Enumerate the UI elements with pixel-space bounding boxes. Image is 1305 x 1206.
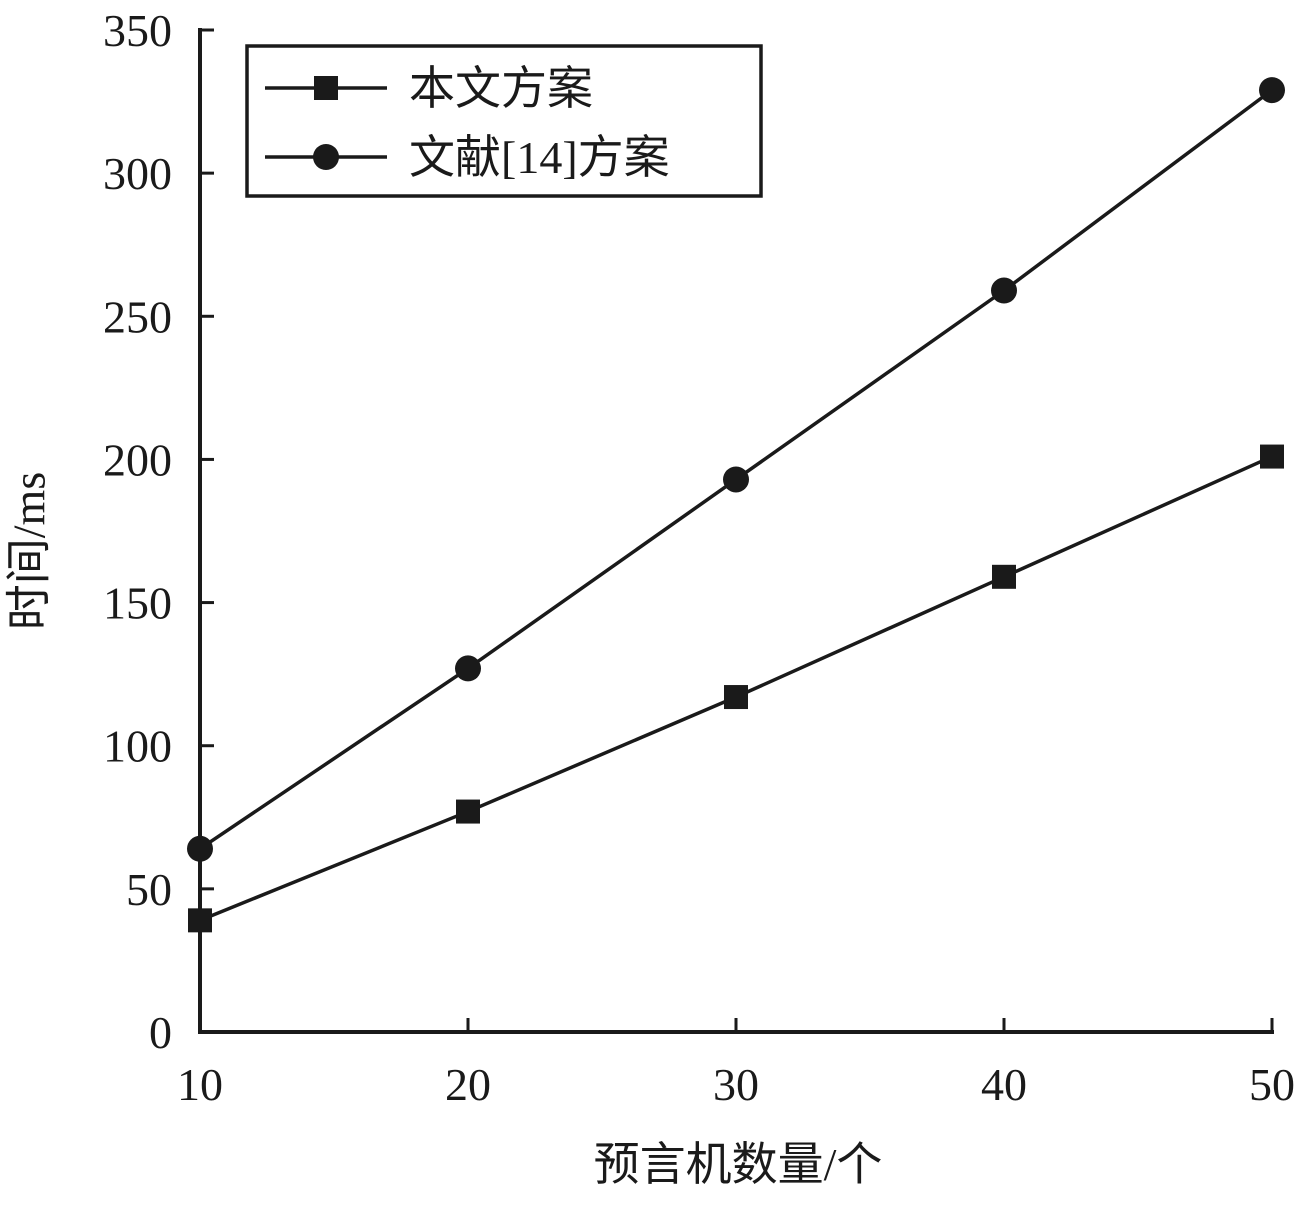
legend-square-marker [314,76,338,100]
legend-entry: 文献[14]方案 [265,132,670,183]
square-data-point [188,908,212,933]
x-tick-label: 10 [177,1059,223,1110]
y-tick-label: 250 [103,291,172,342]
series-circle [187,77,1285,862]
y-tick-label: 100 [103,721,172,772]
y-tick-label: 150 [103,578,172,629]
circle-data-point [455,655,481,682]
y-tick-label: 50 [126,864,172,915]
legend-label: 文献[14]方案 [409,132,670,183]
data-series [187,77,1285,933]
square-data-point [456,799,480,824]
circle-data-point [1259,77,1285,104]
square-data-point [1260,444,1284,469]
y-tick-label: 0 [149,1007,172,1058]
y-tick-label: 300 [103,148,172,199]
series-square [188,444,1284,933]
x-tick-label: 20 [445,1059,491,1110]
circle-data-point [723,466,749,493]
legend-box [245,44,763,198]
y-axis-label: 时间/ms [4,472,55,630]
circle-data-point [187,835,213,862]
square-data-point [724,685,748,710]
x-tick-label: 50 [1249,1059,1295,1110]
tick-marks: 0 50 100 150 200 250 300 350 10 20 30 40 50 [103,5,1295,1110]
legend-circle-marker [313,144,339,170]
legend-label: 本文方案 [409,63,593,114]
x-axis-label: 预言机数量/个 [594,1139,883,1190]
y-tick-label: 200 [103,434,172,485]
x-tick-label: 40 [981,1059,1027,1110]
y-tick-label: 350 [103,5,172,56]
square-data-point [992,564,1016,589]
legend-entry: 本文方案 [265,63,593,114]
circle-data-point [991,277,1017,304]
x-tick-label: 30 [713,1059,759,1110]
